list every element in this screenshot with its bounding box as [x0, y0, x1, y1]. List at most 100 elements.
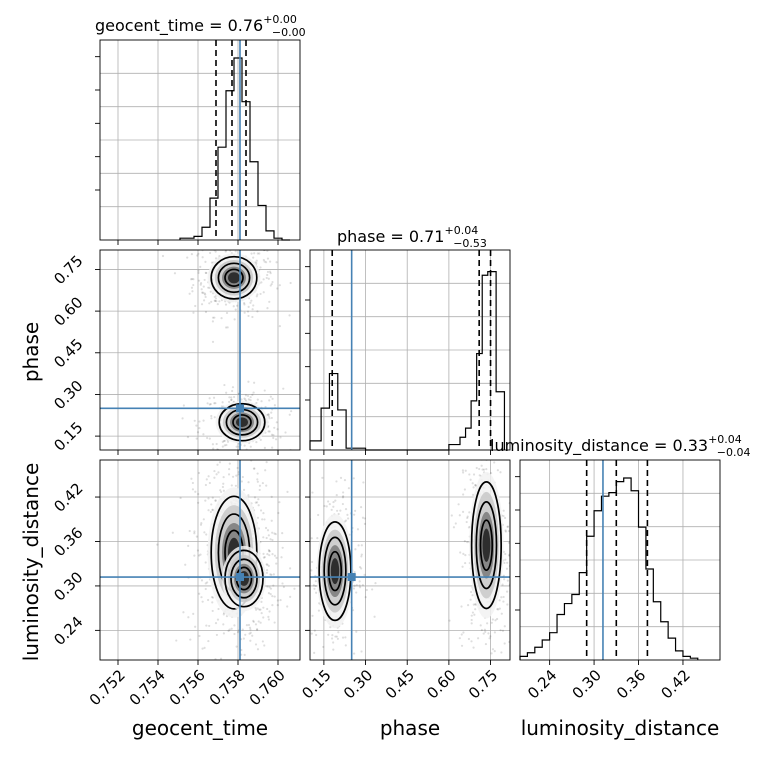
sample-point	[243, 444, 246, 447]
sample-point	[175, 639, 178, 642]
sample-point	[265, 568, 269, 572]
sample-point	[210, 595, 214, 599]
sample-point	[373, 615, 376, 618]
sample-point	[272, 436, 275, 440]
sample-point	[227, 473, 231, 476]
sample-point	[197, 252, 200, 255]
sample-point	[204, 582, 207, 585]
sample-point	[276, 599, 279, 602]
sample-point	[211, 596, 215, 599]
sample-point	[353, 513, 356, 516]
x-axis-label-luminosity-distance: luminosity_distance	[521, 716, 720, 740]
sample-point	[314, 584, 317, 588]
sample-point	[262, 291, 265, 294]
sample-point	[225, 391, 228, 394]
sample-point	[200, 579, 204, 582]
sample-point	[220, 317, 223, 320]
sample-point	[182, 404, 185, 407]
sample-point	[290, 410, 293, 413]
sample-point	[267, 592, 271, 595]
sample-point	[222, 623, 225, 626]
sample-point	[197, 279, 201, 282]
sample-point	[481, 468, 484, 471]
sample-point	[230, 627, 233, 630]
sample-point	[332, 500, 335, 504]
sample-point	[462, 552, 465, 555]
sample-point	[216, 448, 219, 450]
sample-point	[275, 556, 278, 559]
sample-point	[506, 561, 509, 564]
sample-point	[249, 639, 252, 642]
sample-point	[335, 493, 338, 497]
sample-point	[521, 591, 523, 593]
sample-point	[337, 631, 340, 634]
diag-panel-geocent_time	[95, 39, 301, 245]
sample-point	[460, 433, 462, 435]
sample-point	[194, 490, 197, 493]
sample-point	[484, 642, 488, 646]
sample-point	[199, 523, 203, 526]
sample-point	[336, 509, 339, 512]
sample-point	[503, 561, 506, 565]
sample-point	[231, 475, 235, 478]
sample-point	[499, 629, 502, 632]
sample-point	[460, 633, 463, 636]
sample-point	[499, 670, 501, 672]
sample-point	[358, 664, 360, 666]
sample-point	[315, 633, 318, 637]
sample-point	[198, 592, 201, 595]
sample-point	[214, 455, 216, 457]
sample-point	[246, 310, 250, 313]
sample-point	[247, 314, 250, 318]
sample-point	[271, 538, 274, 542]
sample-point	[257, 504, 260, 507]
sample-point	[230, 484, 233, 487]
density-level-phase_vs_luminosity_distance-0-3	[330, 558, 340, 585]
sample-point	[305, 408, 307, 410]
sample-point	[462, 631, 465, 634]
sample-point	[284, 431, 287, 434]
sample-point	[513, 542, 515, 544]
sample-point	[221, 401, 224, 404]
sample-point	[331, 634, 334, 637]
sample-point	[468, 511, 471, 514]
sample-point	[213, 402, 216, 405]
sample-point	[322, 645, 325, 649]
sample-point	[363, 573, 366, 576]
sample-point	[246, 248, 248, 250]
sample-point	[490, 621, 493, 624]
sample-point	[265, 563, 268, 566]
sample-point	[262, 552, 265, 555]
sample-point	[479, 624, 482, 627]
sample-point	[248, 632, 251, 635]
sample-point	[256, 472, 259, 475]
sample-point	[209, 510, 212, 514]
sample-point	[201, 600, 204, 603]
sample-point	[231, 245, 233, 247]
sample-point	[281, 532, 284, 535]
sample-point	[262, 616, 265, 619]
sample-point	[256, 478, 259, 481]
sample-point	[266, 273, 269, 277]
sample-point	[237, 473, 240, 476]
sample-point	[220, 229, 222, 231]
sample-point	[489, 472, 493, 475]
sample-point	[262, 606, 265, 609]
sample-point	[188, 529, 191, 533]
sample-point	[273, 621, 276, 624]
sample-point	[251, 233, 253, 235]
sample-point	[199, 553, 202, 556]
sample-point	[259, 438, 262, 442]
sample-point	[485, 468, 488, 471]
sample-point	[221, 440, 224, 443]
sample-point	[211, 496, 214, 499]
ytick-label-phase-1: 0.30	[50, 377, 86, 413]
sample-point	[268, 260, 272, 263]
sample-point	[199, 265, 202, 268]
sample-point	[200, 288, 203, 291]
sample-point	[228, 400, 231, 403]
sample-point	[208, 481, 211, 485]
sample-point	[493, 650, 496, 653]
sample-point	[505, 567, 509, 570]
sample-point	[241, 475, 244, 479]
